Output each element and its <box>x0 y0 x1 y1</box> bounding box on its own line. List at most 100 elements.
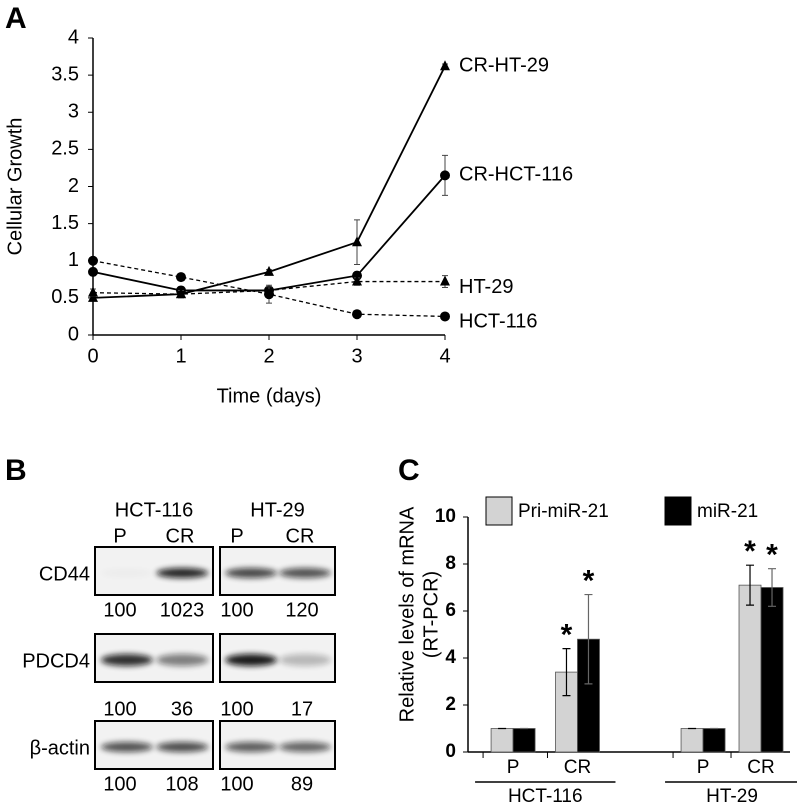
y-tick-label: 6 <box>445 600 456 621</box>
series-label: HCT-116 <box>459 311 538 333</box>
x-tick-label: 1 <box>175 345 186 367</box>
quantification: 36 <box>171 698 193 720</box>
significance-marker: * <box>766 539 778 572</box>
y-tick-label: 3.5 <box>51 63 79 85</box>
y-tick-label: 1 <box>68 249 79 271</box>
y-tick-label: 2.5 <box>51 138 79 160</box>
marker <box>440 170 450 181</box>
group-label: HT-29 <box>250 499 304 521</box>
y-tick-label: 2 <box>445 694 456 715</box>
y-tick-label: 1.5 <box>51 212 79 234</box>
panel-label: C <box>398 454 420 487</box>
y-tick-label: 3 <box>68 101 79 123</box>
y-tick-label: 4 <box>445 647 456 668</box>
legend-label: Pri-miR-21 <box>518 501 609 522</box>
marker <box>440 60 450 71</box>
band <box>101 568 153 578</box>
lane-label: CR <box>166 525 195 547</box>
quantification: 100 <box>220 698 253 720</box>
x-tick-label: CR <box>747 757 774 778</box>
y-axis-label: Relative levels of mRNA <box>396 506 418 722</box>
x-tick-label: CR <box>564 757 591 778</box>
significance-marker: * <box>744 535 756 568</box>
quantification: 100 <box>103 773 136 795</box>
x-tick-label: P <box>697 757 710 778</box>
band <box>225 742 278 752</box>
y-tick-label: 8 <box>445 553 456 574</box>
band <box>279 568 332 578</box>
panel-label: A <box>5 2 27 35</box>
quantification: 100 <box>220 773 253 795</box>
band <box>156 568 209 578</box>
quantification: 108 <box>165 773 198 795</box>
marker <box>352 275 362 286</box>
x-tick-label: 2 <box>263 345 274 367</box>
marker <box>352 236 362 247</box>
significance-marker: * <box>561 619 573 652</box>
y-tick-label: 0.5 <box>51 286 79 308</box>
legend-swatch <box>664 496 692 526</box>
legend-label: miR-21 <box>697 501 758 522</box>
bar <box>760 587 784 753</box>
error-bar <box>768 568 777 607</box>
y-tick-label: 10 <box>435 506 456 527</box>
panel-label: B <box>5 454 27 487</box>
lane-label: P <box>113 525 126 547</box>
marker <box>176 288 186 299</box>
x-tick-label: 3 <box>351 345 362 367</box>
series-line <box>92 65 446 299</box>
quantification: 1023 <box>160 599 205 621</box>
bar <box>738 584 762 753</box>
y-tick-label: 0 <box>68 323 79 345</box>
quantification: 120 <box>285 599 318 621</box>
bar <box>702 728 726 753</box>
marker <box>440 275 450 286</box>
lane-label: CR <box>286 525 315 547</box>
band <box>100 742 153 752</box>
marker <box>176 272 186 283</box>
error-bar <box>746 564 755 606</box>
marker <box>88 266 98 277</box>
quantification: 100 <box>103 599 136 621</box>
band <box>156 654 209 666</box>
marker <box>88 286 98 297</box>
group-label: HCT-116 <box>115 499 194 521</box>
y-tick-label: 0 <box>445 741 456 762</box>
lane-label: P <box>230 525 243 547</box>
bar <box>490 728 514 753</box>
quantification: 100 <box>220 599 253 621</box>
series-label: CR-HCT-116 <box>459 164 573 186</box>
marker <box>440 311 450 322</box>
marker <box>264 265 274 276</box>
quantification: 100 <box>103 698 136 720</box>
quantification: 17 <box>291 698 313 720</box>
bar <box>680 728 704 753</box>
marker <box>264 289 274 300</box>
series-label: HT-29 <box>459 276 513 298</box>
band <box>225 654 278 666</box>
legend-swatch <box>485 496 513 526</box>
bar <box>512 728 536 753</box>
band <box>279 742 332 752</box>
band <box>156 742 209 752</box>
band <box>225 568 278 578</box>
x-tick-label: 4 <box>439 345 450 367</box>
quantification: 89 <box>291 773 313 795</box>
series-label: CR-HT-29 <box>459 54 549 76</box>
significance-marker: * <box>583 564 595 597</box>
x-tick-label: P <box>507 757 520 778</box>
error-bar <box>584 593 593 685</box>
y-axis-label: (RT-PCR) <box>420 571 442 658</box>
band <box>100 654 153 666</box>
group-label: HT-29 <box>706 786 758 807</box>
x-tick-label: 0 <box>87 345 98 367</box>
group-label: HCT-116 <box>508 786 583 807</box>
row-label: PDCD4 <box>22 650 90 672</box>
error-bar <box>562 648 571 697</box>
row-label: CD44 <box>39 563 90 585</box>
x-axis-label: Time (days) <box>217 385 322 407</box>
y-tick-label: 4 <box>68 26 79 48</box>
y-axis-label: Cellular Growth <box>4 118 26 256</box>
band <box>279 654 332 666</box>
